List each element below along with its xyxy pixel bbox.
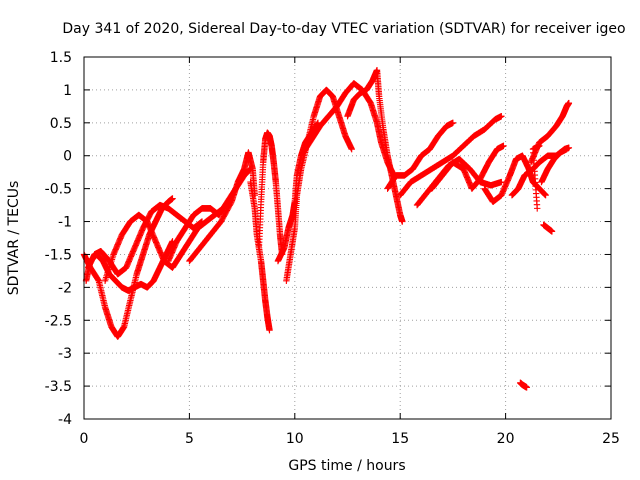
- series-arc-16: [428, 142, 507, 192]
- x-tick-label: 0: [80, 431, 89, 447]
- data-point: [536, 142, 543, 150]
- data-point: [500, 142, 507, 150]
- y-tick-label: 1: [63, 83, 72, 99]
- y-tick-label: -1: [58, 215, 72, 231]
- series-arc-7: [247, 178, 273, 334]
- data-point: [498, 113, 505, 120]
- data-point: [169, 195, 176, 202]
- y-tick-label: -4: [58, 412, 72, 428]
- data-point: [449, 119, 457, 127]
- y-tick-label: -3.5: [45, 379, 72, 395]
- plot-frame: [83, 56, 612, 420]
- axis-ticks: 0 5 10 15 20 25 -4 -3.5 -3 -2.5 -2 -1.5 -1 -0.5 0 0.5 1 1…: [45, 50, 620, 447]
- series-arc-23: [529, 142, 543, 212]
- y-tick-label: -1.5: [45, 247, 72, 263]
- x-axis-label: GPS time / hours: [288, 458, 405, 474]
- data-marks: [80, 66, 573, 391]
- x-tick-label: 5: [185, 431, 194, 447]
- data-point: [548, 228, 556, 235]
- series-arc-10: [283, 86, 355, 284]
- y-tick-label: -0.5: [45, 182, 72, 198]
- y-tick-label: 1.5: [50, 50, 72, 66]
- y-tick-label: 0.5: [50, 116, 72, 132]
- x-tick-label: 10: [286, 431, 304, 447]
- y-axis-label: SDTVAR / TECUs: [6, 181, 22, 296]
- data-point: [266, 326, 273, 334]
- series-arc-22: [517, 379, 530, 391]
- data-point: [399, 218, 406, 225]
- series-arc-20: [538, 145, 570, 186]
- data-point: [498, 178, 505, 186]
- x-tick-label: 15: [391, 431, 409, 447]
- chart-title: Day 341 of 2020, Sidereal Day-to-day VTE…: [62, 21, 625, 37]
- y-tick-label: -2.5: [45, 313, 72, 329]
- y-tick-label: -3: [58, 346, 72, 362]
- data-point: [348, 145, 355, 153]
- data-point: [565, 99, 573, 107]
- data-point: [542, 192, 549, 199]
- series-arc-6: [186, 149, 258, 265]
- series-arc-14: [397, 113, 505, 199]
- series-arc-13: [384, 119, 457, 192]
- y-tick-label: 0: [63, 149, 72, 165]
- x-tick-label: 20: [497, 431, 515, 447]
- y-tick-label: -2: [58, 280, 72, 296]
- data-point: [563, 145, 570, 153]
- series-arc-21: [540, 221, 556, 235]
- x-tick-label: 25: [602, 431, 620, 447]
- data-point: [523, 384, 530, 391]
- series-arc-1: [80, 195, 176, 340]
- series-arc-12: [344, 66, 406, 225]
